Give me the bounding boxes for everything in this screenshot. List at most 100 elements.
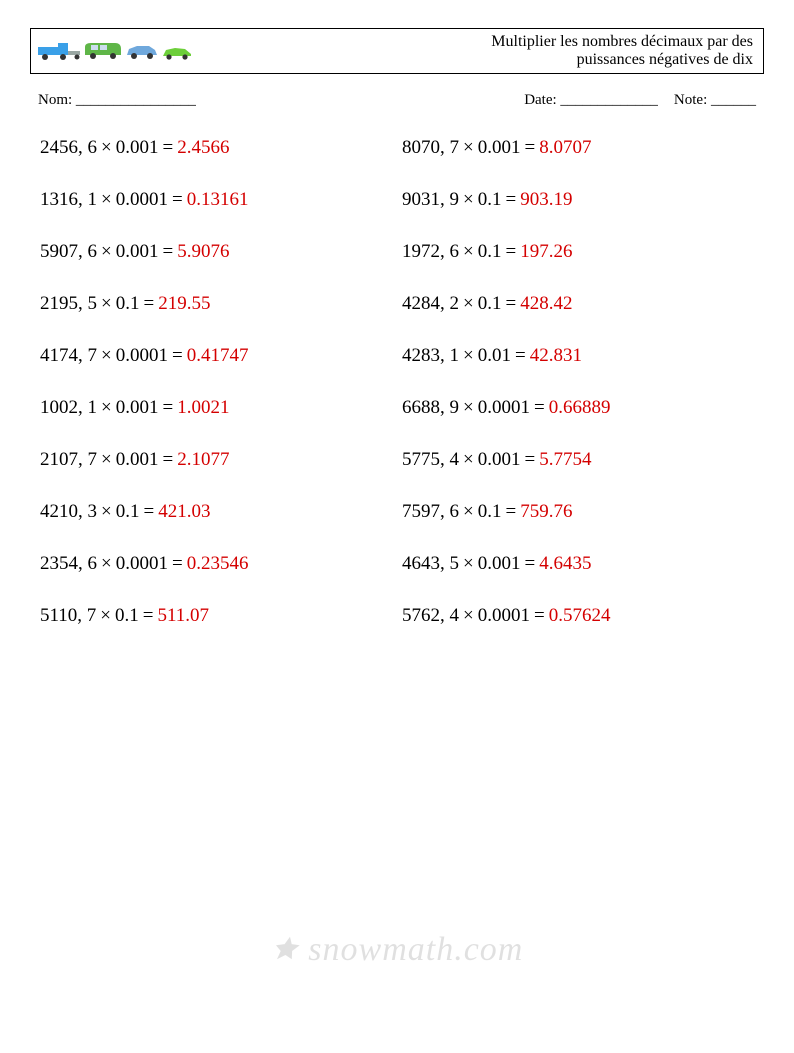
multiplier: 0.1 [478,501,502,522]
operand: 8070, 7 [402,137,459,158]
equals-symbol: = [168,189,187,210]
answer: 0.66889 [549,397,611,418]
operand: 5775, 4 [402,449,459,470]
answer: 0.13161 [187,189,249,210]
problem-row: 5110, 7×0.1=511.07 [40,605,392,627]
problem-row: 1002, 1×0.001=1.0021 [40,397,392,419]
times-symbol: × [97,553,116,574]
answer: 903.19 [520,189,572,210]
answer: 511.07 [157,605,209,626]
times-symbol: × [459,605,478,626]
equals-symbol: = [158,241,177,262]
problem-row: 2195, 5×0.1=219.55 [40,293,392,315]
equals-symbol: = [168,345,187,366]
answer: 2.1077 [177,449,229,470]
problem-row: 4283, 1×0.01=42.831 [402,345,754,367]
multiplier: 0.001 [116,397,159,418]
note-field: Note: ______ [674,92,756,109]
operand: 4284, 2 [402,293,459,314]
times-symbol: × [97,137,116,158]
answer: 0.23546 [187,553,249,574]
operand: 1316, 1 [40,189,97,210]
operand: 4174, 7 [40,345,97,366]
answer: 42.831 [530,345,582,366]
equals-symbol: = [501,501,520,522]
multiplier: 0.001 [116,241,159,262]
times-symbol: × [459,189,478,210]
problem-row: 5907, 6×0.001=5.9076 [40,241,392,263]
meta-row: Nom: ________________ Date: ____________… [38,92,756,109]
title-line-2: puissances négatives de dix [491,51,753,69]
answer: 2.4566 [177,137,229,158]
times-symbol: × [97,397,116,418]
vehicle-icons [37,41,193,61]
multiplier: 0.0001 [116,189,168,210]
equals-symbol: = [168,553,187,574]
answer: 421.03 [158,501,210,522]
problem-row: 9031, 9×0.1=903.19 [402,189,754,211]
problem-row: 4284, 2×0.1=428.42 [402,293,754,315]
times-symbol: × [459,397,478,418]
problem-row: 2354, 6×0.0001=0.23546 [40,553,392,575]
equals-symbol: = [158,137,177,158]
equals-symbol: = [139,605,158,626]
equals-symbol: = [139,293,158,314]
operand: 4210, 3 [40,501,97,522]
problem-row: 8070, 7×0.001=8.0707 [402,137,754,159]
multiplier: 0.0001 [478,605,530,626]
multiplier: 0.1 [115,605,139,626]
times-symbol: × [97,449,116,470]
title-line-1: Multiplier les nombres décimaux par des [491,33,753,51]
answer: 8.0707 [539,137,591,158]
problem-row: 6688, 9×0.0001=0.66889 [402,397,754,419]
worksheet-title: Multiplier les nombres décimaux par des … [491,33,753,70]
times-symbol: × [97,189,116,210]
equals-symbol: = [139,501,158,522]
answer: 5.9076 [177,241,229,262]
operand: 2107, 7 [40,449,97,470]
operand: 6688, 9 [402,397,459,418]
equals-symbol: = [520,137,539,158]
problem-row: 5775, 4×0.001=5.7754 [402,449,754,471]
problem-row: 1316, 1×0.0001=0.13161 [40,189,392,211]
times-symbol: × [96,605,115,626]
multiplier: 0.1 [478,189,502,210]
problem-row: 1972, 6×0.1=197.26 [402,241,754,263]
times-symbol: × [459,137,478,158]
answer: 5.7754 [539,449,591,470]
watermark: 🟊 snowmath.com [0,925,794,975]
operand: 7597, 6 [402,501,459,522]
operand: 5907, 6 [40,241,97,262]
multiplier: 0.001 [116,137,159,158]
operand: 9031, 9 [402,189,459,210]
multiplier: 0.0001 [478,397,530,418]
multiplier: 0.0001 [116,553,168,574]
operand: 4643, 5 [402,553,459,574]
answer: 4.6435 [539,553,591,574]
operand: 2354, 6 [40,553,97,574]
multiplier: 0.001 [478,449,521,470]
equals-symbol: = [501,241,520,262]
sedan-icon [125,43,159,61]
answer: 0.57624 [549,605,611,626]
multiplier: 0.1 [478,241,502,262]
problem-row: 4174, 7×0.0001=0.41747 [40,345,392,367]
equals-symbol: = [520,449,539,470]
equals-symbol: = [501,293,520,314]
operand: 1002, 1 [40,397,97,418]
equals-symbol: = [158,397,177,418]
answer: 219.55 [158,293,210,314]
answer: 759.76 [520,501,572,522]
multiplier: 0.1 [478,293,502,314]
problems-grid: 2456, 6×0.001=2.45668070, 7×0.001=8.0707… [30,137,764,627]
equals-symbol: = [530,397,549,418]
equals-symbol: = [530,605,549,626]
multiplier: 0.001 [478,553,521,574]
multiplier: 0.001 [478,137,521,158]
name-field: Nom: ________________ [38,92,196,109]
answer: 0.41747 [187,345,249,366]
times-symbol: × [97,293,116,314]
times-symbol: × [459,553,478,574]
times-symbol: × [459,449,478,470]
problem-row: 4643, 5×0.001=4.6435 [402,553,754,575]
